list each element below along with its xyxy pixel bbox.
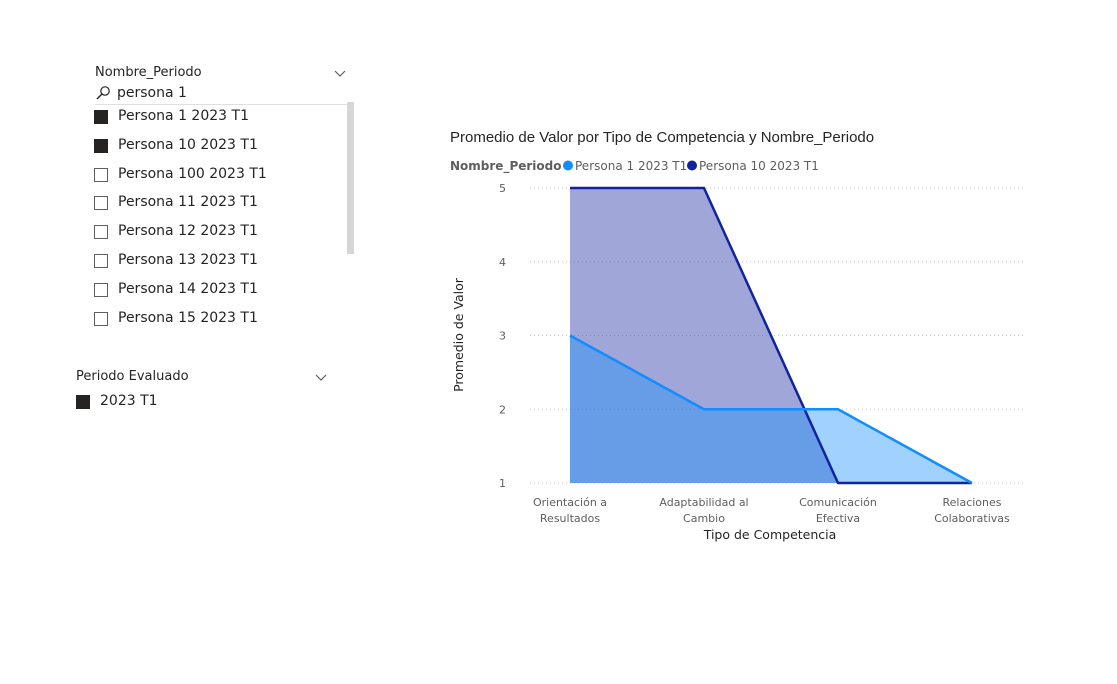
y-tick-label: 4 <box>499 256 506 269</box>
x-tick-label-line: Colaborativas <box>934 512 1010 525</box>
slicer-item[interactable]: 2023 T1 <box>76 392 316 414</box>
y-tick-label: 1 <box>499 477 506 490</box>
slicer-item[interactable]: Persona 13 2023 T1 <box>94 251 334 273</box>
x-tick-label-line: Adaptabilidad al <box>659 496 748 509</box>
x-tick-label-line: Cambio <box>683 512 725 525</box>
slicer-item[interactable]: Persona 14 2023 T1 <box>94 280 334 302</box>
x-tick-label: Orientación a Resultados <box>533 496 607 525</box>
checkbox[interactable] <box>94 225 108 240</box>
search-box[interactable]: persona 1 <box>95 84 354 105</box>
y-axis-ticks: 1 2 3 4 5 <box>499 182 506 490</box>
slicer-item-label: 2023 T1 <box>100 393 158 409</box>
legend-item-label[interactable]: Persona 10 2023 T1 <box>699 159 819 173</box>
y-axis-label: Promedio de Valor <box>451 277 466 392</box>
search-icon <box>95 85 111 101</box>
slicer-title: Nombre_Periodo <box>95 65 202 80</box>
slicer-item-label: Persona 1 2023 T1 <box>118 108 249 124</box>
slicer-item-label: Persona 14 2023 T1 <box>118 280 258 297</box>
x-tick-label: Adaptabilidad al Cambio <box>659 496 748 525</box>
legend-marker <box>687 160 697 171</box>
checkbox[interactable] <box>94 282 108 297</box>
search-input[interactable]: persona 1 <box>117 85 187 101</box>
chart-svg: Promedio de Valor por Tipo de Competenci… <box>450 129 1025 542</box>
series-lines <box>569 186 973 485</box>
checkbox-checked[interactable] <box>76 395 90 409</box>
slicer-item-label: Persona 12 2023 T1 <box>118 223 258 240</box>
periodo-evaluado-slicer: Periodo Evaluado 2023 T1 <box>70 366 335 416</box>
x-axis-ticks: Orientación a Resultados Adaptabilidad al C… <box>533 496 1010 525</box>
slicer-item-label: Persona 15 2023 T1 <box>118 309 258 326</box>
slicer-item[interactable]: Persona 100 2023 T1 <box>94 165 334 187</box>
series-line[interactable] <box>570 186 972 485</box>
scrollbar[interactable] <box>347 102 354 254</box>
x-tick-label-line: Relaciones <box>942 496 1001 509</box>
y-tick-label: 2 <box>499 403 506 416</box>
slicer-item[interactable]: Persona 12 2023 T1 <box>94 222 334 244</box>
x-axis-label: Tipo de Competencia <box>703 527 837 542</box>
legend-item-label[interactable]: Persona 1 2023 T1 <box>575 159 687 173</box>
slicer-item-label: Persona 10 2023 T1 <box>118 136 258 153</box>
slicer-item[interactable]: Persona 11 2023 T1 <box>94 193 334 215</box>
slicer-item-label: Persona 11 2023 T1 <box>118 194 258 211</box>
slicer-title: Periodo Evaluado <box>76 369 189 384</box>
x-tick-label-line: Efectiva <box>816 512 860 525</box>
series-line[interactable] <box>569 334 973 485</box>
slicer-item-label: Persona 13 2023 T1 <box>118 252 258 268</box>
checkbox-checked[interactable] <box>94 110 108 124</box>
slicer-item[interactable]: Persona 15 2023 T1 <box>94 309 334 331</box>
checkbox-checked[interactable] <box>94 138 108 153</box>
chevron-down-icon[interactable] <box>314 371 328 385</box>
checkbox[interactable] <box>94 196 108 211</box>
y-tick-label: 5 <box>499 182 506 195</box>
legend-marker <box>563 160 573 171</box>
checkbox[interactable] <box>94 311 108 326</box>
area-chart: Promedio de Valor por Tipo de Competenci… <box>440 120 1040 550</box>
slicer-item[interactable]: Persona 10 2023 T1 <box>94 136 334 158</box>
checkbox[interactable] <box>94 254 108 268</box>
slicer-item-list: 2023 T1 <box>70 390 320 416</box>
slicer-item-label: Persona 100 2023 T1 <box>118 165 267 182</box>
legend: Nombre_Periodo Persona 1 2023 T1 Persona 1… <box>450 159 819 174</box>
legend-title: Nombre_Periodo <box>450 159 561 174</box>
x-tick-label: Relaciones Colaborativas <box>934 496 1010 525</box>
nombre-periodo-slicer: Nombre_Periodo persona 1 Persona 1 2023 … <box>88 62 358 342</box>
x-tick-label-line: Comunicación <box>799 496 877 509</box>
slicer-item[interactable]: Persona 1 2023 T1 <box>94 107 334 129</box>
x-tick-label-line: Resultados <box>540 512 600 525</box>
y-tick-label: 3 <box>499 330 506 343</box>
x-tick-label: Comunicación Efectiva <box>799 496 877 525</box>
slicer-item-list: Persona 1 2023 T1 Persona 10 2023 T1 Perso… <box>88 106 343 336</box>
x-tick-label-line: Orientación a <box>533 496 607 509</box>
chevron-down-icon[interactable] <box>333 67 347 81</box>
checkbox[interactable] <box>94 167 108 182</box>
chart-title: Promedio de Valor por Tipo de Competenci… <box>450 129 874 146</box>
